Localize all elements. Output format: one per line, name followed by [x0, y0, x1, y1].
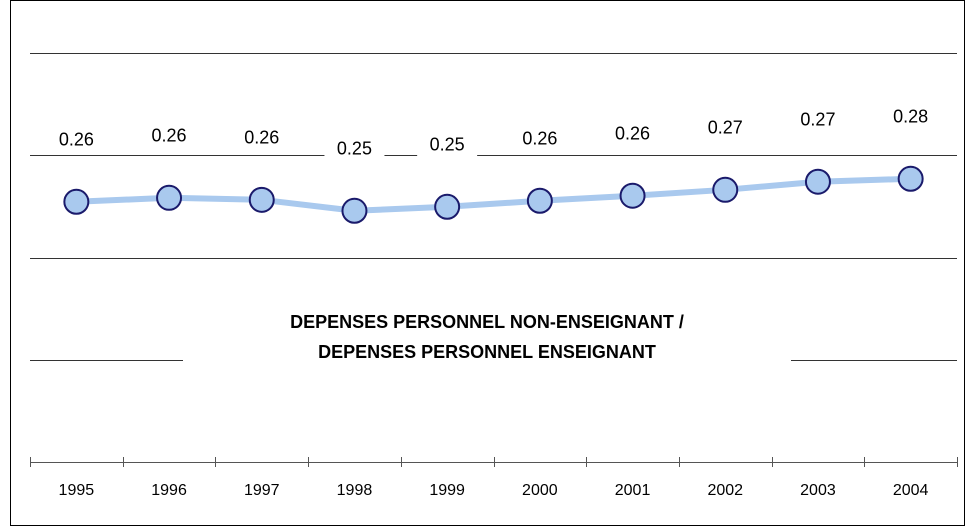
marker [897, 165, 924, 192]
data-label: 0.26 [522, 129, 557, 149]
label-background [787, 106, 848, 135]
data-label: 0.26 [59, 130, 94, 150]
x-tick-label: 1999 [429, 482, 465, 499]
chart-title: DEPENSES PERSONNEL ENSEIGNANT [318, 342, 656, 362]
marker [156, 184, 183, 211]
x-tick-label: 2002 [707, 482, 743, 499]
x-tick-label: 2003 [800, 482, 836, 499]
data-label: 0.25 [430, 135, 465, 155]
marker [804, 168, 831, 195]
x-tick-label: 1996 [151, 482, 187, 499]
data-label: 0.26 [615, 123, 650, 143]
data-label: 0.27 [708, 118, 743, 138]
label-background [231, 124, 292, 153]
x-tick-label: 1995 [59, 482, 95, 499]
x-tick-label: 1998 [337, 482, 373, 499]
label-background [880, 103, 941, 132]
label-background [46, 126, 107, 155]
data-label: 0.25 [337, 139, 372, 159]
label-background [139, 122, 200, 151]
marker [712, 176, 739, 203]
x-tick-label: 1997 [244, 482, 280, 499]
chart-title: DEPENSES PERSONNEL NON-ENSEIGNANT / [290, 312, 684, 332]
data-label: 0.28 [893, 107, 928, 127]
data-label: 0.27 [800, 109, 835, 129]
marker [341, 197, 368, 224]
marker [526, 187, 553, 214]
data-label: 0.26 [152, 126, 187, 146]
x-tick-label: 2000 [522, 482, 558, 499]
label-background [602, 120, 663, 149]
x-tick-label: 2001 [615, 482, 651, 499]
line [76, 175, 911, 214]
data-label: 0.26 [244, 128, 279, 148]
x-tick-label: 2004 [893, 482, 929, 499]
label-background [417, 131, 478, 160]
marker [63, 188, 90, 215]
marker [248, 186, 275, 213]
chart-border [10, 0, 965, 526]
marker [619, 182, 646, 209]
label-background [695, 114, 756, 143]
label-background [324, 135, 385, 164]
label-background [509, 125, 570, 154]
title-background [183, 300, 791, 370]
marker [434, 193, 461, 220]
